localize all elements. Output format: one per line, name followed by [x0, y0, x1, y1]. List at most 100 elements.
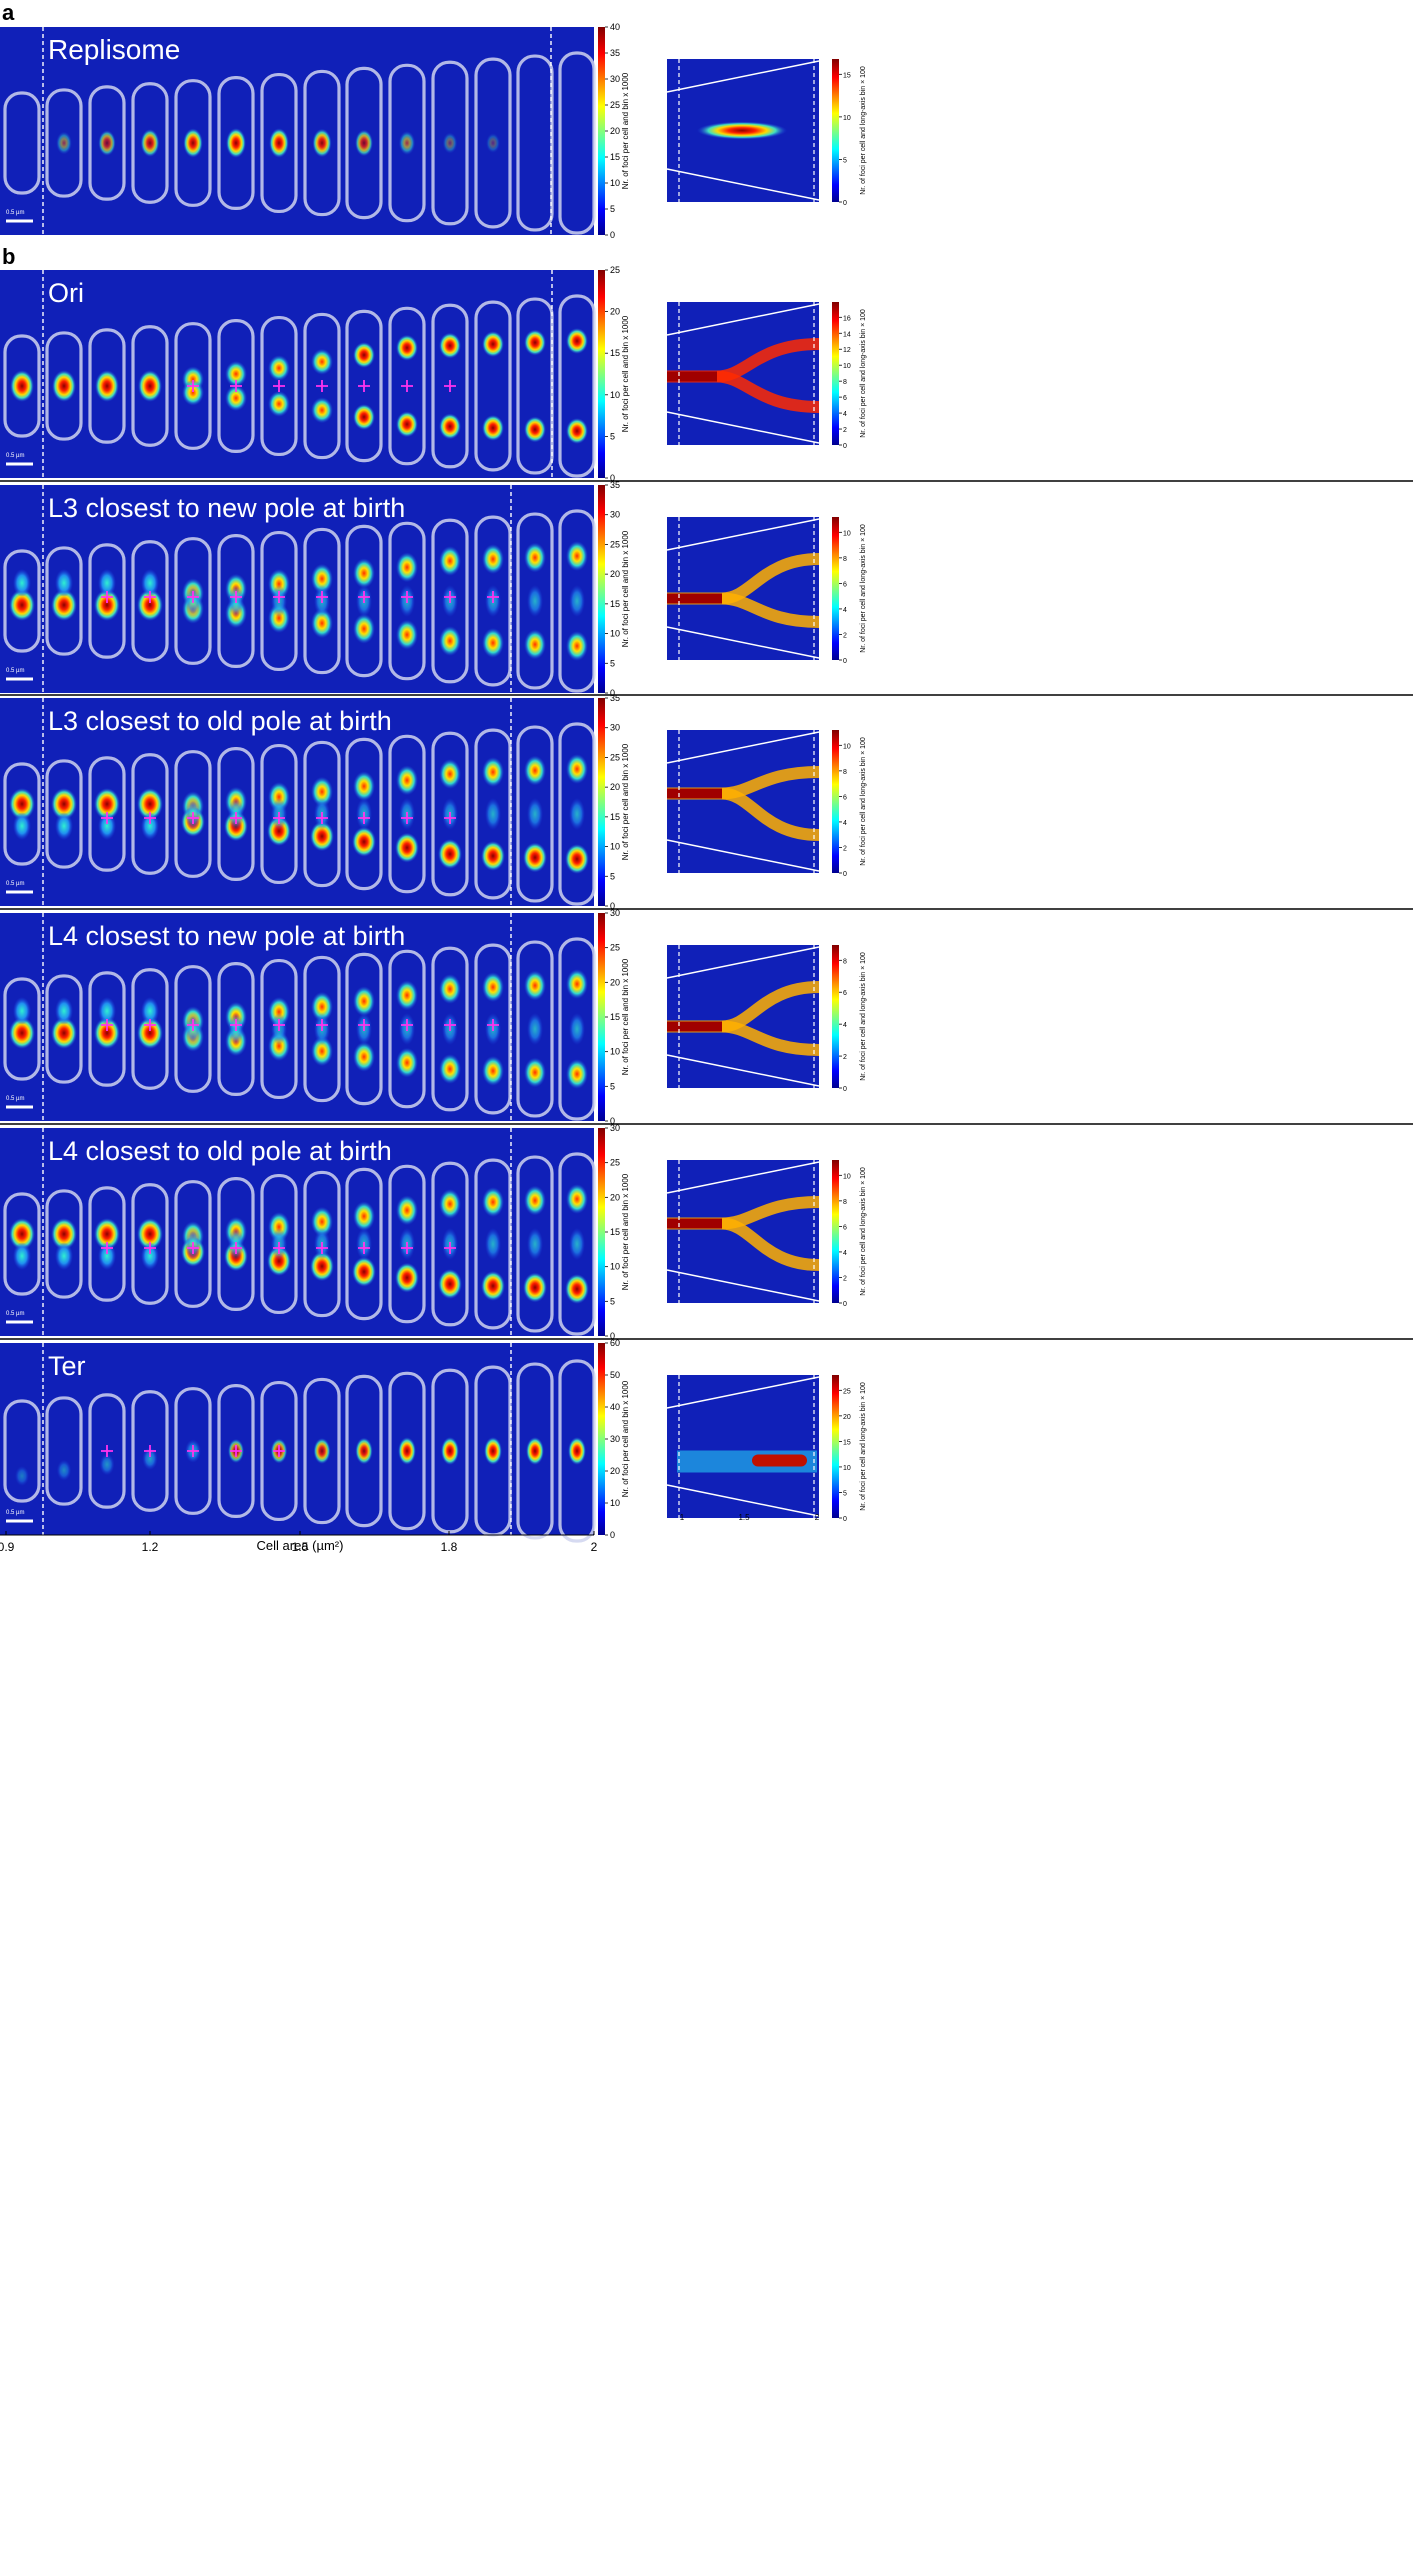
main-colorbar-tick-label: 0	[610, 1116, 615, 1126]
cell-outline-group	[474, 57, 512, 229]
cell-outline	[345, 524, 383, 678]
cell-outline-group	[88, 1186, 126, 1302]
focus-spot	[566, 328, 588, 354]
cell-outline	[516, 725, 554, 903]
cell-outline	[45, 1396, 83, 1506]
focus-spot	[311, 397, 333, 424]
focus-spot	[141, 1242, 159, 1270]
focus-spot	[566, 1059, 588, 1089]
focus-spot	[9, 589, 35, 621]
side-colorbar	[832, 517, 839, 660]
cell-outline	[217, 1384, 255, 1518]
side-colorbar-tick-label: 15	[843, 1439, 851, 1446]
panel-label-b: b	[2, 244, 15, 269]
cell-outline	[431, 1368, 469, 1534]
cell-outline-group	[45, 759, 83, 869]
cell-outline-group	[45, 1396, 83, 1506]
cell-boundary-line	[666, 1269, 820, 1302]
main-colorbar-tick-label: 25	[610, 265, 620, 275]
main-colorbar-tick-label: 40	[610, 22, 620, 32]
cell-outline	[131, 1390, 169, 1512]
density-branch	[721, 592, 820, 628]
scale-bar-label: 0.5 µm	[6, 1096, 24, 1102]
side-colorbar-tick-label: 20	[843, 1414, 851, 1421]
cell-outline	[388, 734, 426, 894]
focus-spot	[94, 1017, 120, 1049]
cell-outline-group	[558, 51, 596, 235]
cell-outline	[431, 518, 469, 684]
cell-outline-group	[558, 509, 596, 693]
cell-outline-group	[431, 1368, 469, 1534]
focus-spot	[55, 812, 73, 840]
cell-outline	[303, 527, 341, 675]
cell-outline-group	[558, 1359, 596, 1543]
main-colorbar	[598, 698, 605, 906]
row-l4old: L4 closest to old pole at birth 0.5 µm 0 5 1…	[0, 1123, 867, 1341]
cell-outline	[558, 51, 596, 235]
focus-spot	[98, 569, 116, 597]
centroid-marker	[144, 812, 156, 824]
cell-outline	[474, 943, 512, 1115]
focus-spot	[311, 991, 333, 1022]
main-colorbar-tick-label: 60	[610, 1338, 620, 1348]
scale-bar-label: 0.5 µm	[6, 1510, 24, 1516]
side-colorbar-tick-label: 6	[843, 1224, 847, 1231]
focus-spot	[439, 1188, 461, 1219]
main-colorbar	[598, 270, 605, 478]
cell-outline	[260, 958, 298, 1100]
cell-boundary-line	[666, 518, 820, 551]
focus-spot	[141, 569, 159, 597]
focus-spot	[523, 842, 547, 873]
side-colorbar-tick-label: 10	[843, 1173, 851, 1180]
main-colorbar-tick-label: 25	[610, 943, 620, 953]
centroid-marker	[358, 591, 370, 603]
focus-spot	[566, 541, 588, 571]
cell-outline-group	[345, 952, 383, 1106]
side-colorbar	[832, 302, 839, 445]
cell-outline-group	[474, 1158, 512, 1330]
side-kymograph: 0 2 4 6 8 Nr. of foci per cell and long-axis …	[666, 945, 867, 1093]
main-colorbar-tick-label: 10	[610, 390, 620, 400]
focus-spot	[396, 411, 418, 438]
cell-outline	[516, 512, 554, 690]
focus-spot	[95, 370, 119, 402]
side-kymograph: 0 2 4 6 8 10 Nr. of foci per cell and long-axi…	[666, 730, 867, 878]
cell-boundary-line	[666, 946, 820, 979]
cell-outline	[303, 312, 341, 460]
focus-spot	[183, 128, 203, 158]
focus-spot	[99, 1453, 115, 1476]
side-colorbar-tick-label: 8	[843, 379, 847, 386]
main-x-tick-label: 0.9	[0, 1540, 15, 1554]
side-colorbar-tick-label: 10	[843, 363, 851, 370]
focus-spot	[568, 1437, 586, 1465]
cell-outline	[388, 1164, 426, 1324]
side-colorbar-label: Nr. of foci per cell and long-axis bin ×…	[860, 1167, 867, 1296]
focus-spot	[137, 1218, 163, 1250]
focus-spot	[395, 1262, 419, 1293]
cell-outline-group	[516, 1155, 554, 1333]
centroid-marker	[187, 591, 199, 603]
focus-spot	[396, 1195, 418, 1226]
focus-spot	[138, 370, 162, 402]
centroid-marker	[358, 1019, 370, 1031]
cell-outline-group	[260, 743, 298, 885]
cell-outline	[174, 750, 212, 878]
cell-outline-group	[388, 63, 426, 223]
focus-spot	[353, 986, 375, 1017]
focus-spot	[439, 545, 461, 576]
focus-spot	[396, 334, 418, 361]
centroid-marker	[444, 1242, 456, 1254]
focus-spot	[486, 133, 500, 153]
cell-outline-group	[88, 756, 126, 872]
cell-outline-group	[174, 965, 212, 1093]
side-colorbar-tick-label: 10	[843, 115, 851, 122]
cell-outline	[431, 1161, 469, 1327]
focus-spot	[439, 332, 461, 359]
side-x-tick-label: 1	[680, 1513, 685, 1522]
main-colorbar-tick-label: 0	[610, 230, 615, 240]
cell-outline	[260, 1380, 298, 1522]
cell-outline-group	[474, 943, 512, 1115]
cell-outline-group	[516, 512, 554, 690]
cell-outline-group	[431, 946, 469, 1112]
